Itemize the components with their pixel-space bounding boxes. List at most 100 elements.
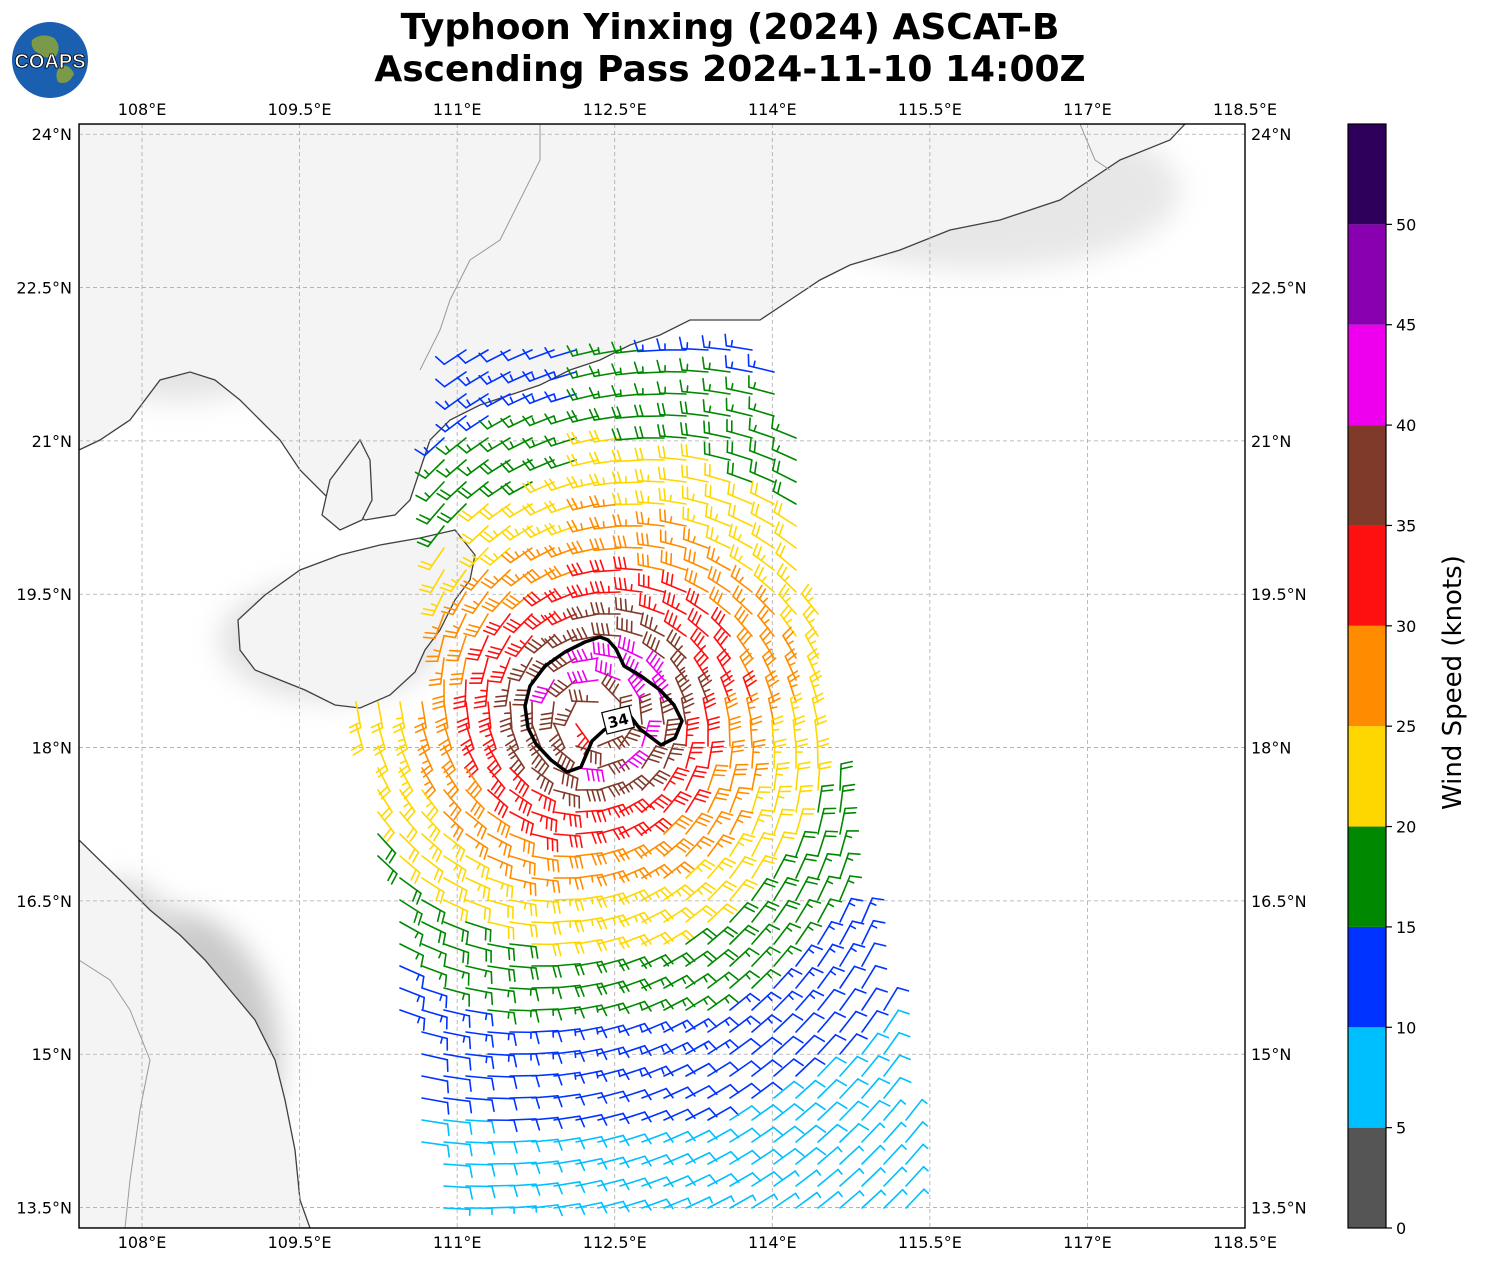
wind-barb bbox=[500, 459, 533, 473]
wind-barb bbox=[465, 1075, 495, 1091]
wind-barb bbox=[509, 789, 533, 817]
wind-barb bbox=[685, 882, 716, 901]
colorbar-segment bbox=[1348, 926, 1386, 1028]
wind-barb bbox=[764, 670, 780, 703]
wind-barb bbox=[619, 1111, 652, 1123]
wind-barb bbox=[748, 417, 775, 439]
wind-barb bbox=[487, 877, 514, 899]
wind-barb bbox=[817, 875, 842, 901]
wind-barb bbox=[566, 497, 599, 511]
wind-barb bbox=[634, 447, 665, 461]
wind-barb bbox=[443, 965, 470, 986]
wind-barb bbox=[883, 1076, 912, 1099]
wind-barb bbox=[544, 633, 577, 649]
wind-barb bbox=[500, 481, 533, 496]
wind-barb bbox=[772, 479, 797, 505]
wind-barb bbox=[531, 833, 559, 853]
wind-barb bbox=[755, 584, 775, 615]
wind-barb bbox=[641, 976, 674, 989]
wind-barb bbox=[726, 439, 753, 461]
wind-barb bbox=[817, 1011, 847, 1033]
wind-barb bbox=[544, 522, 577, 536]
wind-barb bbox=[377, 789, 393, 822]
wind-barb bbox=[465, 811, 487, 840]
wind-barb bbox=[685, 1018, 718, 1033]
wind-barb bbox=[619, 774, 652, 791]
wind-barb bbox=[751, 1059, 783, 1077]
wind-barb bbox=[795, 989, 825, 1011]
wind-barb bbox=[680, 692, 695, 725]
wind-barb bbox=[861, 942, 887, 967]
wind-barb bbox=[635, 511, 665, 527]
wind-barb bbox=[817, 943, 845, 967]
wind-barb bbox=[660, 549, 687, 571]
wind-barb bbox=[751, 877, 779, 901]
wind-barb bbox=[465, 635, 489, 661]
wind-barbs bbox=[348, 333, 930, 1217]
wind-barb bbox=[795, 1102, 826, 1121]
wind-barb bbox=[641, 770, 671, 791]
wind-barb bbox=[453, 679, 467, 710]
wind-barb bbox=[751, 991, 782, 1011]
wind-barb bbox=[728, 715, 742, 747]
wind-barb bbox=[839, 806, 858, 835]
wind-barb bbox=[597, 803, 630, 818]
wind-barb bbox=[729, 1127, 762, 1143]
wind-barb bbox=[592, 641, 621, 659]
wind-barb bbox=[421, 943, 447, 967]
wind-barb bbox=[399, 921, 424, 947]
colorbar-tick-label: 0 bbox=[1396, 1219, 1406, 1238]
wind-barb bbox=[752, 543, 775, 571]
wind-barb bbox=[566, 648, 599, 664]
wind-barb bbox=[817, 966, 845, 989]
wind-barb bbox=[663, 929, 696, 945]
wind-barb bbox=[465, 1119, 496, 1134]
wind-barb bbox=[616, 616, 643, 637]
wind-barb bbox=[726, 460, 753, 483]
wind-barb bbox=[399, 899, 423, 926]
wind-barb bbox=[816, 737, 830, 769]
wind-barb bbox=[751, 1104, 783, 1121]
wind-barb bbox=[703, 420, 731, 439]
wind-barb bbox=[443, 921, 469, 944]
wind-barb bbox=[597, 758, 630, 775]
lat-tick-label-left: 15°N bbox=[32, 1045, 72, 1064]
wind-barb bbox=[414, 437, 445, 457]
wind-barb bbox=[795, 876, 821, 901]
wind-barb bbox=[839, 1190, 865, 1209]
wind-barb bbox=[685, 587, 709, 615]
wind-barb bbox=[905, 1143, 929, 1165]
wind-barb bbox=[522, 503, 555, 516]
wind-barb bbox=[787, 670, 800, 703]
colorbar-tick-label: 25 bbox=[1396, 717, 1416, 736]
wind-barb bbox=[575, 852, 607, 866]
wind-barb bbox=[685, 812, 714, 835]
wind-barb bbox=[443, 1075, 472, 1093]
wind-barb bbox=[747, 353, 775, 373]
wind-barb bbox=[776, 563, 797, 593]
svg-text:34: 34 bbox=[606, 710, 631, 733]
wind-barb bbox=[659, 508, 687, 527]
colorbar-tick-label: 20 bbox=[1396, 818, 1416, 837]
wind-barb bbox=[750, 501, 775, 527]
wind-barb bbox=[611, 471, 643, 484]
wind-barb bbox=[575, 1070, 608, 1082]
colorbar-tick-label: 50 bbox=[1396, 215, 1416, 234]
wind-barb bbox=[421, 899, 446, 925]
wind-barb bbox=[436, 481, 467, 501]
wind-barb bbox=[663, 838, 694, 857]
wind-barb bbox=[443, 1207, 471, 1217]
lon-tick-label-top: 115.5°E bbox=[898, 100, 962, 119]
wind-barb bbox=[594, 658, 621, 681]
wind-barb bbox=[656, 402, 687, 417]
wind-barb bbox=[751, 855, 778, 879]
wind-barb bbox=[479, 547, 511, 566]
wind-barb bbox=[770, 715, 784, 747]
wind-barb bbox=[707, 787, 732, 813]
wind-barb bbox=[575, 1201, 608, 1214]
wind-barb bbox=[817, 1033, 847, 1055]
wind-barb bbox=[773, 1013, 804, 1033]
wind-barb bbox=[883, 1188, 908, 1209]
wind-barb bbox=[483, 613, 511, 636]
wind-barb bbox=[531, 767, 554, 795]
